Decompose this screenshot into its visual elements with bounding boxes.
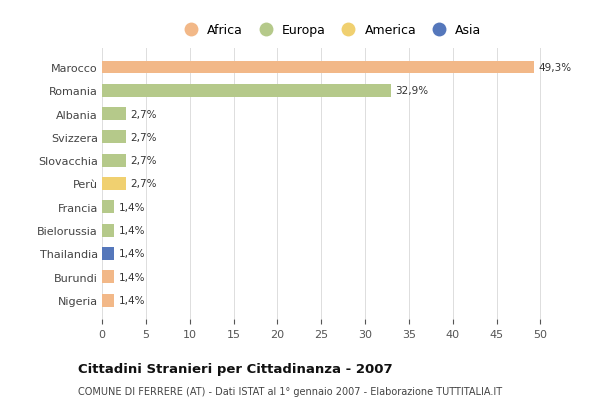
Text: 1,4%: 1,4%: [119, 226, 145, 236]
Text: 1,4%: 1,4%: [119, 295, 145, 306]
Text: Cittadini Stranieri per Cittadinanza - 2007: Cittadini Stranieri per Cittadinanza - 2…: [78, 362, 392, 375]
Text: 49,3%: 49,3%: [539, 63, 572, 73]
Bar: [102, 85, 391, 97]
Bar: [102, 271, 114, 283]
Text: 2,7%: 2,7%: [130, 109, 157, 119]
Text: 2,7%: 2,7%: [130, 179, 157, 189]
Text: 2,7%: 2,7%: [130, 156, 157, 166]
Bar: [102, 61, 535, 74]
Text: 2,7%: 2,7%: [130, 133, 157, 142]
Text: 32,9%: 32,9%: [395, 86, 428, 96]
Bar: [102, 154, 125, 167]
Bar: [102, 178, 125, 191]
Text: 1,4%: 1,4%: [119, 202, 145, 212]
Bar: [102, 294, 114, 307]
Text: 1,4%: 1,4%: [119, 249, 145, 259]
Bar: [102, 131, 125, 144]
Text: COMUNE DI FERRERE (AT) - Dati ISTAT al 1° gennaio 2007 - Elaborazione TUTTITALIA: COMUNE DI FERRERE (AT) - Dati ISTAT al 1…: [78, 387, 502, 396]
Bar: [102, 108, 125, 121]
Bar: [102, 224, 114, 237]
Legend: Africa, Europa, America, Asia: Africa, Europa, America, Asia: [175, 20, 485, 40]
Bar: [102, 201, 114, 214]
Bar: [102, 247, 114, 260]
Text: 1,4%: 1,4%: [119, 272, 145, 282]
